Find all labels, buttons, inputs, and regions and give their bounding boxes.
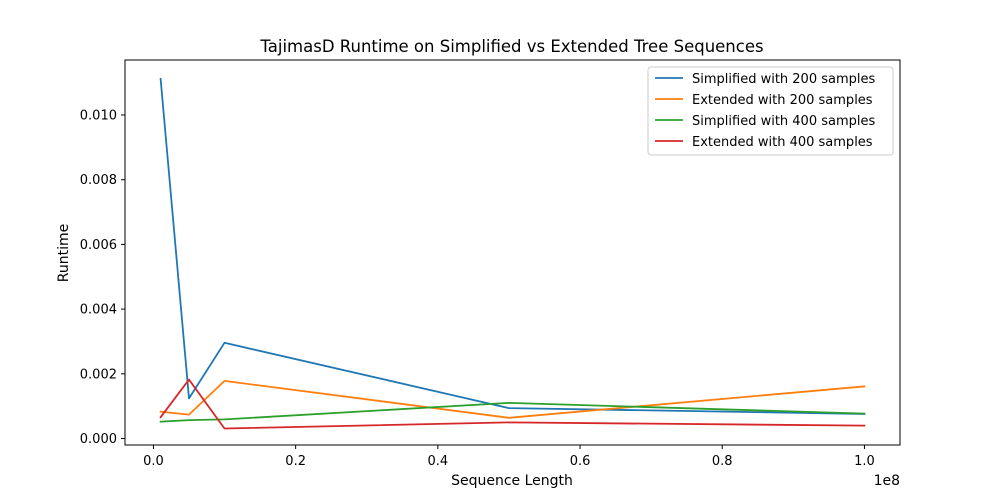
legend-label-3: Simplified with 400 samples bbox=[692, 114, 875, 129]
series-line-1 bbox=[159, 77, 866, 415]
y-tick-label: 0.002 bbox=[80, 367, 117, 382]
chart-title: TajimasD Runtime on Simplified vs Extend… bbox=[259, 37, 763, 56]
plot-area bbox=[159, 77, 866, 430]
x-tick-label: 0.2 bbox=[285, 454, 306, 469]
axes-frame bbox=[124, 59, 901, 446]
x-axis-label: Sequence Length bbox=[451, 473, 573, 489]
y-tick-label: 0.008 bbox=[80, 173, 117, 188]
x-axis-offset-label: 1e8 bbox=[874, 473, 900, 489]
legend-box bbox=[647, 66, 894, 156]
axis-ticks: 0.0 0.2 0.4 0.6 0.8 1.0 0.000 0.002 0.004 0.006 0.… bbox=[80, 109, 875, 470]
y-tick-label: 0.010 bbox=[80, 109, 117, 124]
series-line-3 bbox=[159, 401, 866, 423]
legend-label-1: Simplified with 200 samples bbox=[692, 72, 875, 87]
y-tick-label: 0.000 bbox=[80, 432, 117, 447]
x-tick-label: 0.6 bbox=[570, 454, 591, 469]
y-axis-label: Runtime bbox=[56, 224, 72, 282]
x-tick-label: 0.4 bbox=[428, 454, 449, 469]
legend-label-4: Extended with 400 samples bbox=[692, 135, 873, 150]
x-tick-label: 1.0 bbox=[854, 454, 875, 469]
series-line-4 bbox=[159, 378, 866, 430]
x-tick-label: 0.0 bbox=[143, 454, 164, 469]
legend-label-2: Extended with 200 samples bbox=[692, 93, 873, 108]
y-tick-label: 0.004 bbox=[80, 303, 117, 318]
legend: Simplified with 200 samples Extended with… bbox=[647, 66, 894, 156]
x-tick-label: 0.8 bbox=[712, 454, 733, 469]
y-tick-label: 0.006 bbox=[80, 238, 117, 253]
